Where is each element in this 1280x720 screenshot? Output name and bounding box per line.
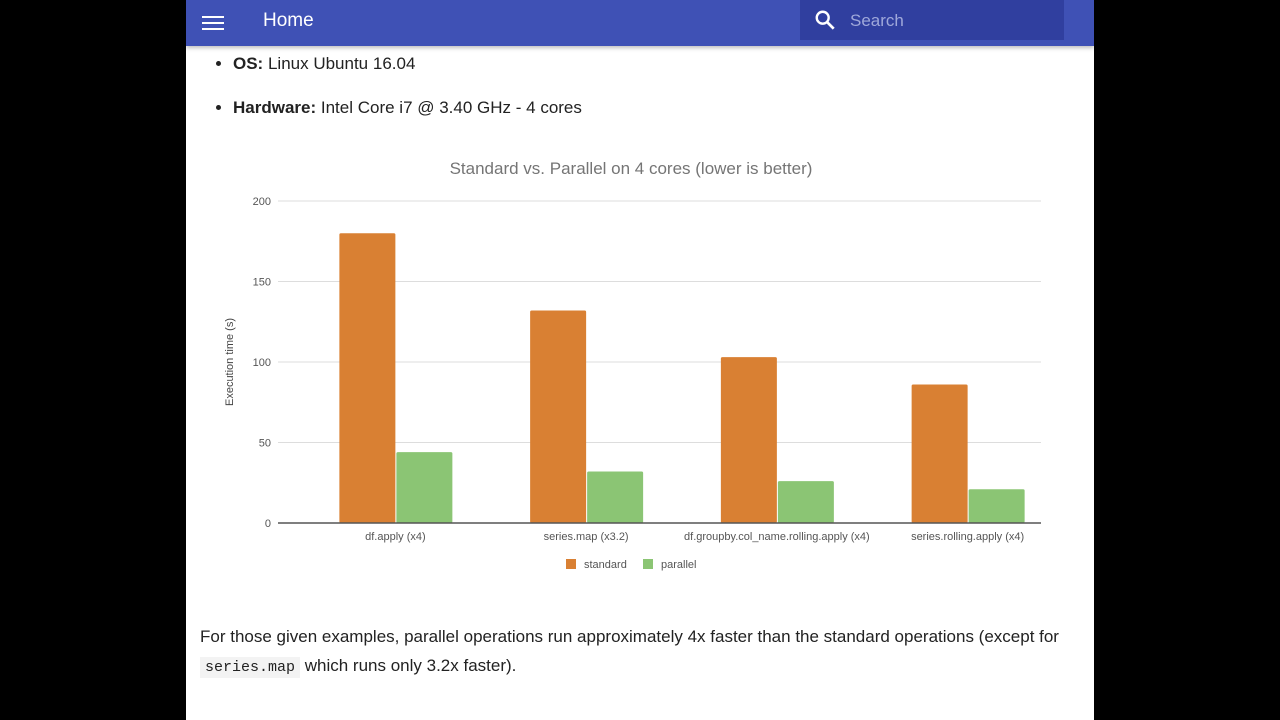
bar-chart: Standard vs. Parallel on 4 cores (lower … <box>224 159 1041 571</box>
x-tick-label: df.apply (x4) <box>365 531 426 543</box>
text: For those given examples, parallel opera… <box>200 627 1059 646</box>
bar-parallel <box>587 471 644 523</box>
y-tick-label: 100 <box>253 357 271 369</box>
search-icon <box>815 10 835 30</box>
bar-standard <box>720 357 777 523</box>
search-input[interactable] <box>848 8 1052 34</box>
y-axis-label: Execution time (s) <box>224 318 236 406</box>
spec-value: Intel Core i7 @ 3.40 GHz - 4 cores <box>316 98 582 117</box>
y-tick-label: 50 <box>259 438 271 450</box>
bar-parallel <box>968 489 1025 523</box>
y-tick-label: 150 <box>253 277 271 289</box>
y-tick-label: 200 <box>253 196 271 208</box>
bar-standard <box>339 233 396 523</box>
x-tick-label: series.rolling.apply (x4) <box>911 531 1024 543</box>
bar-standard <box>911 384 968 523</box>
hamburger-icon[interactable] <box>202 13 224 33</box>
bar-parallel <box>396 452 453 523</box>
bar-standard <box>530 310 587 523</box>
text: which runs only 3.2x faster). <box>300 656 517 675</box>
summary-paragraph: For those given examples, parallel opera… <box>200 622 1060 682</box>
top-app-bar: Home <box>186 0 1094 46</box>
search-box[interactable] <box>800 0 1064 40</box>
y-tick-label: 0 <box>265 518 271 530</box>
spec-label: OS: <box>233 54 264 73</box>
spec-os: OS: Linux Ubuntu 16.04 <box>233 50 582 78</box>
spec-label: Hardware: <box>233 98 317 117</box>
spec-list: OS: Linux Ubuntu 16.04 Hardware: Intel C… <box>200 50 582 138</box>
page: Home OS: Linux Ubuntu 16.04 Hardware: In… <box>186 0 1094 720</box>
legend-swatch-parallel <box>643 559 653 569</box>
page-title: Home <box>263 10 314 31</box>
legend-label-parallel: parallel <box>661 559 696 571</box>
x-tick-label: series.map (x3.2) <box>544 531 629 543</box>
x-tick-label: df.groupby.col_name.rolling.apply (x4) <box>684 531 870 543</box>
spec-value: Linux Ubuntu 16.04 <box>263 54 416 73</box>
spec-hardware: Hardware: Intel Core i7 @ 3.40 GHz - 4 c… <box>233 94 582 122</box>
inline-code: series.map <box>200 657 301 678</box>
legend-swatch-standard <box>566 559 576 569</box>
legend-label-standard: standard <box>584 559 627 571</box>
chart-title: Standard vs. Parallel on 4 cores (lower … <box>450 159 813 178</box>
bar-parallel <box>777 481 834 523</box>
